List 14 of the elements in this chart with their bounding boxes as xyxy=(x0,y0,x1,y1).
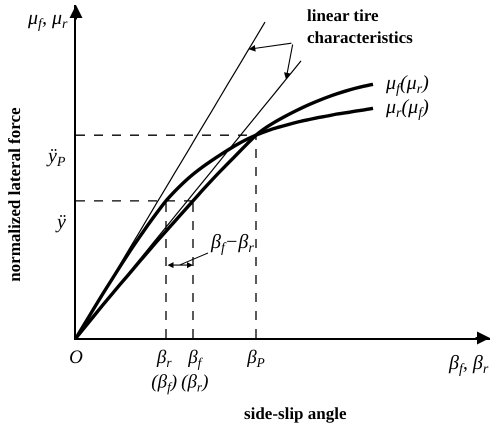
x-tick-label: β$_{f}$ (β$_{r}$) xyxy=(181,346,208,394)
text: β$_{f}$, β$_{r}$ xyxy=(448,352,489,378)
series-label: μ$_{r}$(μ$_{f}$) xyxy=(385,96,430,122)
x-axis-title: side-slip angle xyxy=(244,404,347,423)
ref-line-label: ÿ$_{P}$ xyxy=(46,145,66,170)
text: μ$_{f}$, μ$_{r}$ xyxy=(27,7,68,32)
x-tick-label: β$_{P}$ xyxy=(246,346,265,370)
annotation: β$_{f}$−β$_{r}$ xyxy=(210,231,254,256)
x-tick-label: O xyxy=(69,346,84,368)
y-axis-title: normalized lateral force xyxy=(5,107,24,282)
annotation: linear tire characteristics xyxy=(307,6,414,48)
x-tick-label: β$_{r}$ (β$_{f}$) xyxy=(151,346,178,394)
ref-line-label: ÿ xyxy=(55,211,66,233)
series-label: μ$_{f}$(μ$_{r}$) xyxy=(385,72,430,98)
